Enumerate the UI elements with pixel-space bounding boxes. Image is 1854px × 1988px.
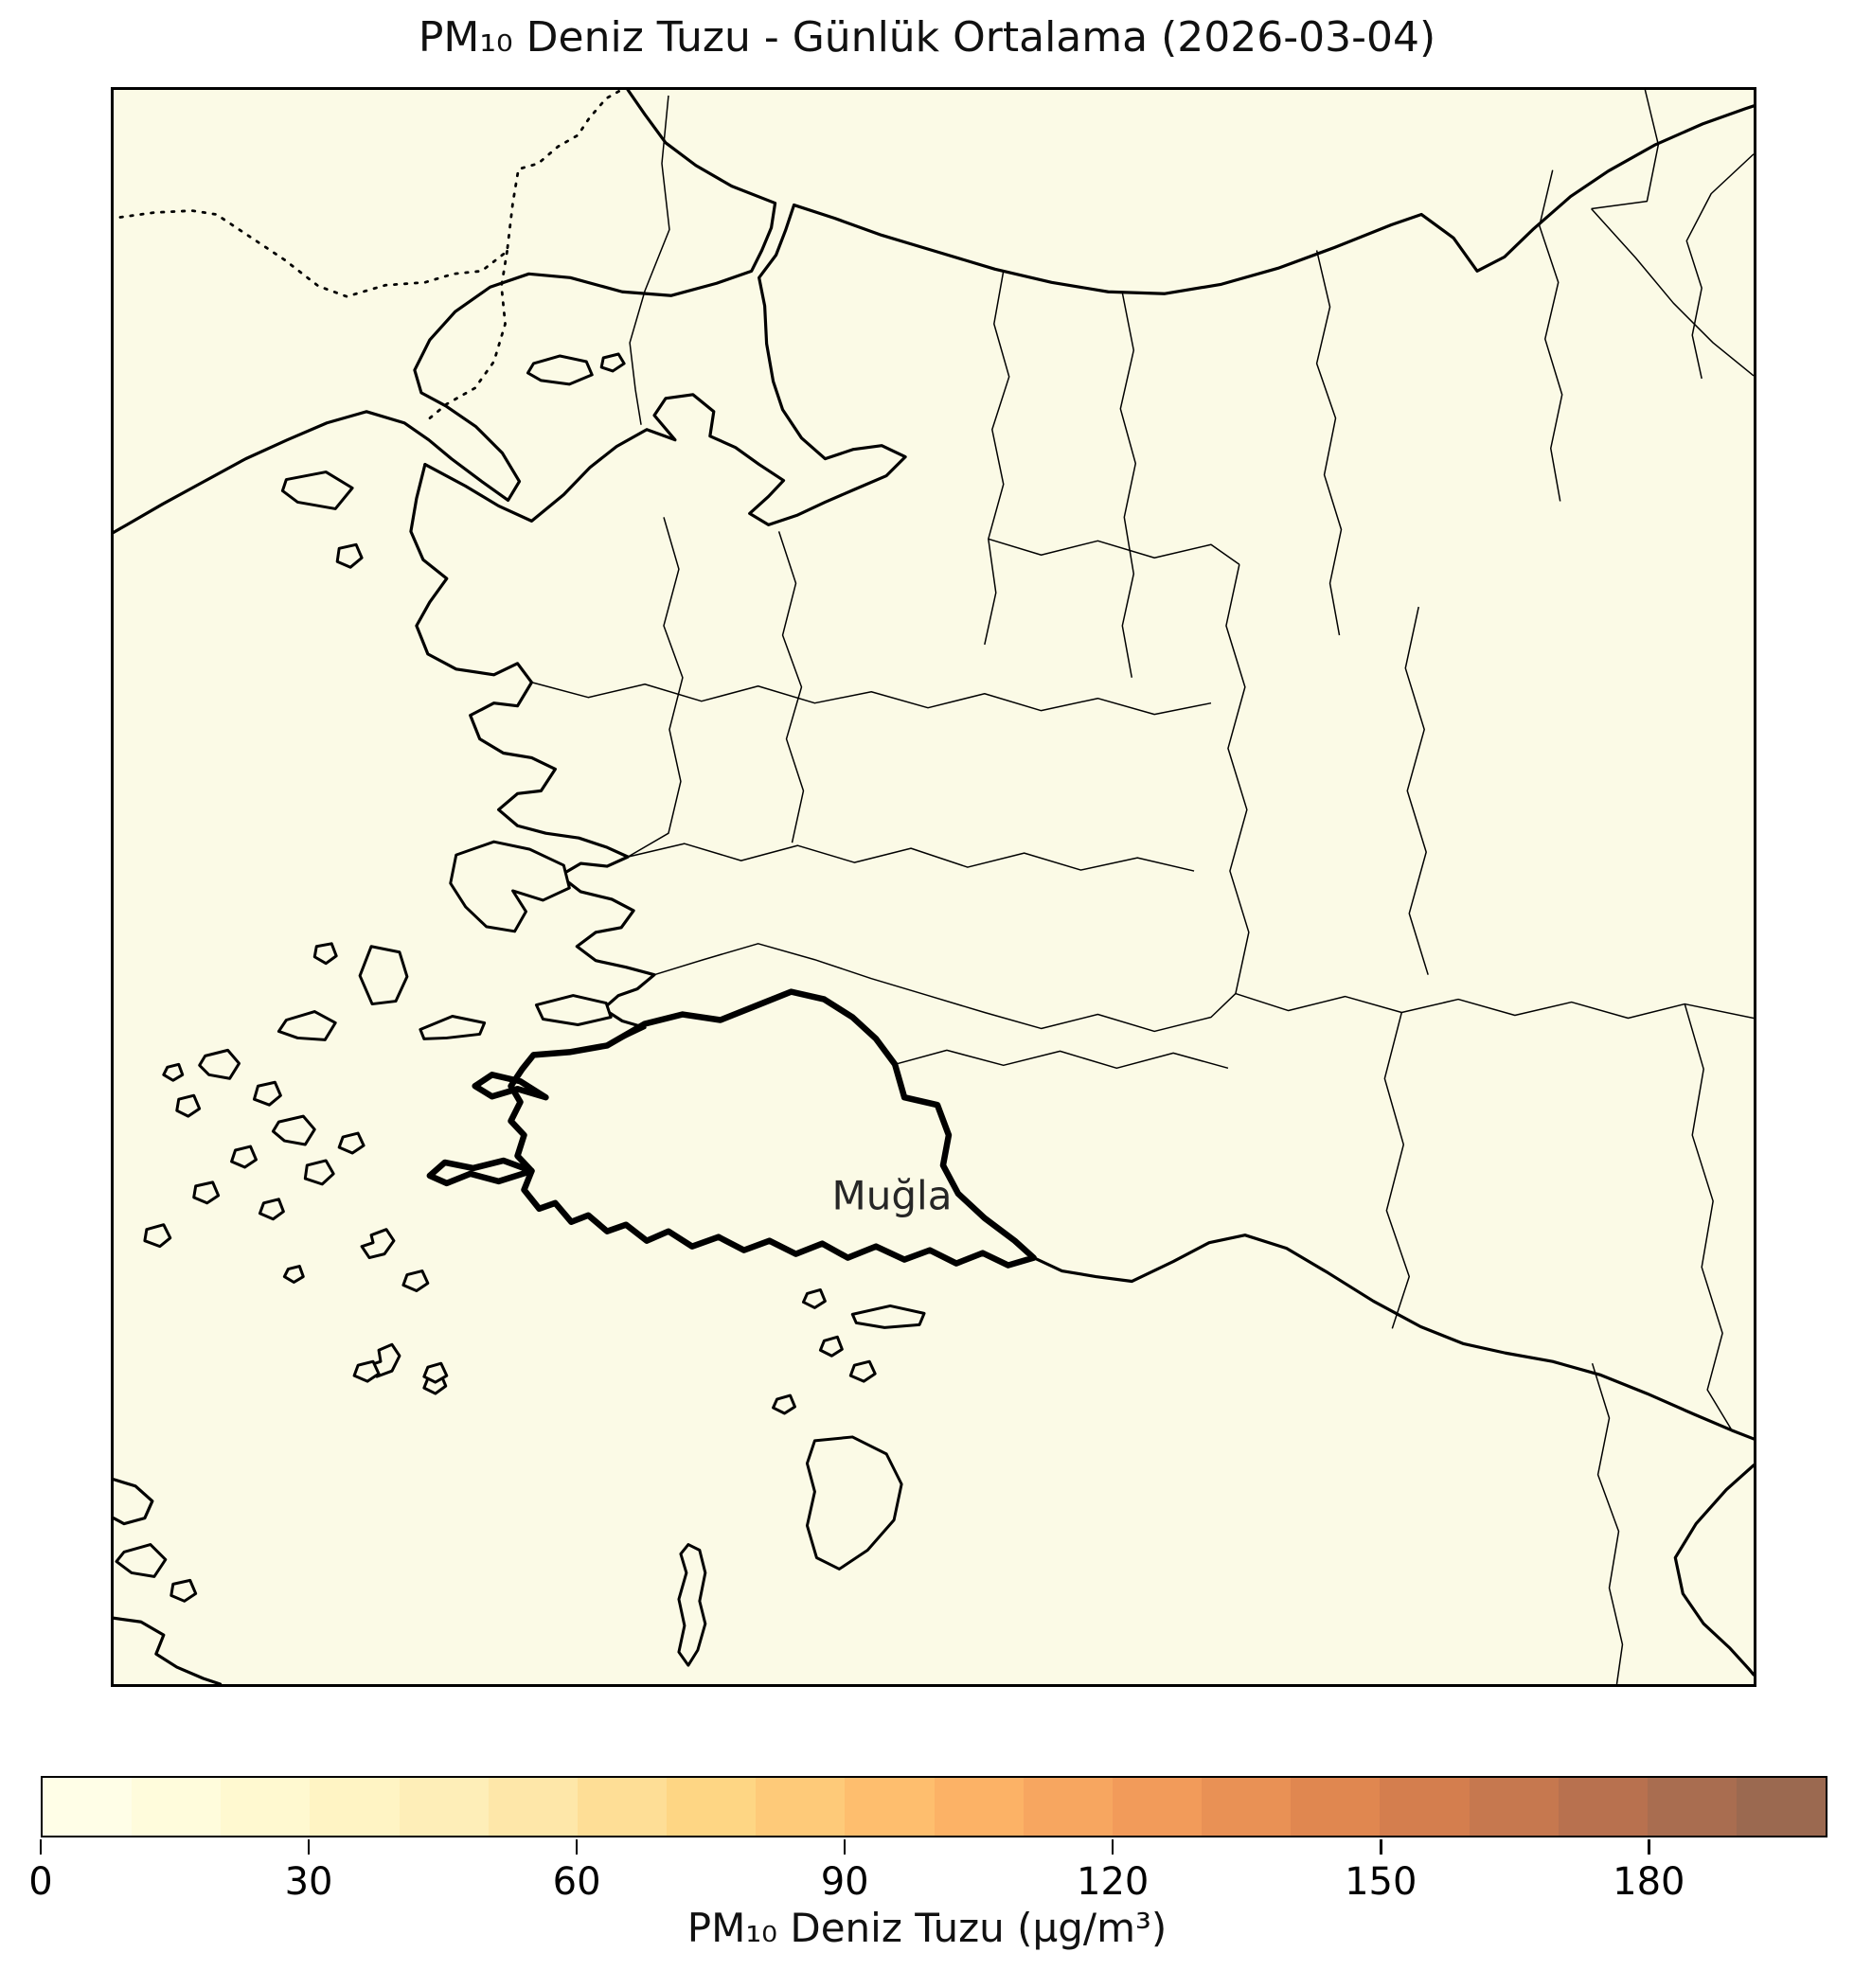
colorbar-tickmark [843,1839,847,1855]
colorbar-segment [132,1778,222,1836]
colorbar-segment [577,1778,668,1836]
colorbar-segment [667,1778,757,1836]
colorbar: 0 30 60 90 120 150 180 [28,1776,1827,1904]
colorbar-segment [1023,1778,1113,1836]
colorbar-segment [399,1778,489,1836]
colorbar-ticklabel: 90 [820,1860,869,1904]
colorbar-ticklabel: 150 [1345,1860,1417,1904]
colorbar-segment [1112,1778,1203,1836]
coastline [114,90,1754,1684]
colorbar-ticks: 0 30 60 90 120 150 180 [28,1837,1827,1923]
province-borders [531,90,1754,1684]
colorbar-tickmark [1648,1839,1650,1855]
colorbar-segment [43,1778,133,1836]
colorbar-segment [1558,1778,1648,1836]
colorbar-ticklabel: 120 [1077,1860,1150,1904]
colorbar-segment [1736,1778,1827,1836]
region-label-mugla: Muğla [831,1172,953,1219]
colorbar-segment [488,1778,578,1836]
colorbar-segment [221,1778,311,1836]
colorbar-ticklabel: 60 [552,1860,601,1904]
figure-title: PM₁₀ Deniz Tuzu - Günlük Ortalama (2026-… [418,13,1436,62]
colorbar-segment [1380,1778,1470,1836]
national-border-dotted [118,90,623,420]
islands [115,352,926,1667]
colorbar-tickmark [307,1839,311,1855]
colorbar-tickmark [1380,1839,1382,1855]
colorbar-label: PM₁₀ Deniz Tuzu (µg/m³) [686,1905,1168,1951]
colorbar-segment [1291,1778,1381,1836]
colorbar-ticklabel: 0 [28,1860,53,1904]
colorbar-tickmark [39,1839,43,1855]
colorbar-tickmark [1111,1839,1114,1855]
colorbar-segment [756,1778,846,1836]
colorbar-segment [1647,1778,1737,1836]
colorbar-segment [310,1778,400,1836]
mugla-outline [426,988,1037,1269]
colorbar-ticklabel: 30 [284,1860,333,1904]
colorbar-segment [934,1778,1024,1836]
colorbar-gradient [41,1776,1827,1837]
map-svg [114,90,1754,1684]
map-panel: Muğla [111,87,1756,1687]
colorbar-tickmark [575,1839,579,1855]
colorbar-segment [845,1778,935,1836]
colorbar-segment [1469,1778,1559,1836]
colorbar-ticklabel: 180 [1613,1860,1685,1904]
colorbar-segment [1202,1778,1292,1836]
